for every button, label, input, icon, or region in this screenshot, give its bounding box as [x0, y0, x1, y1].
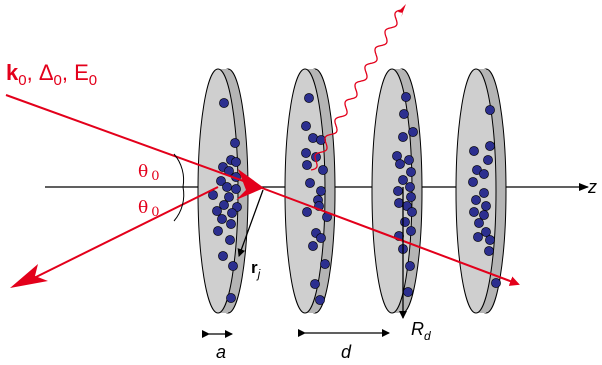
reflected-beam-arrowhead — [10, 264, 48, 288]
atom — [230, 138, 240, 148]
atom — [217, 214, 227, 224]
spacing-label: d — [341, 342, 352, 362]
atom — [226, 293, 236, 303]
atom — [399, 109, 409, 119]
atom — [468, 177, 478, 187]
atom — [224, 192, 234, 202]
atom — [231, 184, 241, 194]
atom — [474, 218, 484, 228]
atom — [405, 261, 415, 271]
reflected-beam — [33, 186, 219, 279]
atom — [406, 167, 416, 177]
atom — [479, 210, 489, 220]
atom — [310, 279, 320, 289]
thickness-label: a — [216, 342, 226, 362]
atom — [395, 159, 405, 169]
atom — [219, 200, 229, 210]
atom — [308, 133, 318, 143]
atom — [301, 148, 311, 158]
atom — [406, 192, 416, 202]
atom — [405, 182, 415, 192]
atom — [481, 201, 491, 211]
atom — [222, 182, 232, 192]
atom — [400, 217, 410, 227]
r-vector-label: rj — [251, 258, 261, 281]
atom — [216, 176, 226, 186]
atom — [481, 227, 491, 237]
atom — [469, 207, 479, 217]
atom — [304, 93, 314, 103]
atom — [315, 295, 325, 305]
atom — [393, 186, 403, 196]
z-axis-label: z — [587, 177, 597, 197]
atom — [485, 141, 495, 151]
atom — [308, 241, 318, 251]
angle-arc-lower — [173, 186, 185, 222]
atom — [479, 169, 489, 179]
atom — [401, 92, 411, 102]
atom — [485, 235, 495, 245]
atom — [302, 207, 312, 217]
atom — [479, 188, 489, 198]
atom — [213, 226, 223, 236]
atom — [320, 259, 330, 269]
atom — [212, 206, 222, 216]
atom — [305, 178, 315, 188]
incident-label: k0, Δ0, E0 — [6, 60, 97, 89]
atom — [403, 287, 413, 297]
atom — [469, 146, 479, 156]
disc-face — [371, 68, 413, 314]
atom — [407, 207, 417, 217]
atom — [227, 208, 237, 218]
atom — [473, 232, 483, 242]
atom — [218, 251, 228, 261]
scattered-photon-arrowhead — [398, 4, 406, 17]
atom — [483, 155, 493, 165]
atom-group — [208, 92, 501, 305]
angle-arc-upper — [173, 153, 185, 188]
atom — [484, 246, 494, 256]
atom — [398, 175, 408, 185]
atom — [471, 195, 481, 205]
atom — [231, 157, 241, 167]
atom — [302, 160, 312, 170]
atom — [318, 165, 328, 175]
position-vector-r — [237, 189, 264, 257]
atom — [406, 226, 416, 236]
atom — [398, 132, 408, 142]
radius-label: Rd — [411, 319, 431, 343]
scattered-photon-wave — [310, 9, 402, 171]
atom — [316, 233, 326, 243]
incident-beam-arrowhead — [236, 169, 264, 200]
disc-group — [197, 68, 507, 314]
atom — [485, 105, 495, 115]
transmitted-beam — [261, 187, 520, 286]
atom — [301, 121, 311, 131]
incident-beam — [5, 94, 261, 188]
atom — [404, 155, 414, 165]
atom — [408, 127, 418, 137]
atom — [316, 186, 326, 196]
atom — [226, 219, 236, 229]
atom — [225, 235, 235, 245]
atom — [491, 278, 501, 288]
atom — [228, 261, 238, 271]
atom — [316, 135, 326, 145]
atom — [219, 98, 229, 108]
